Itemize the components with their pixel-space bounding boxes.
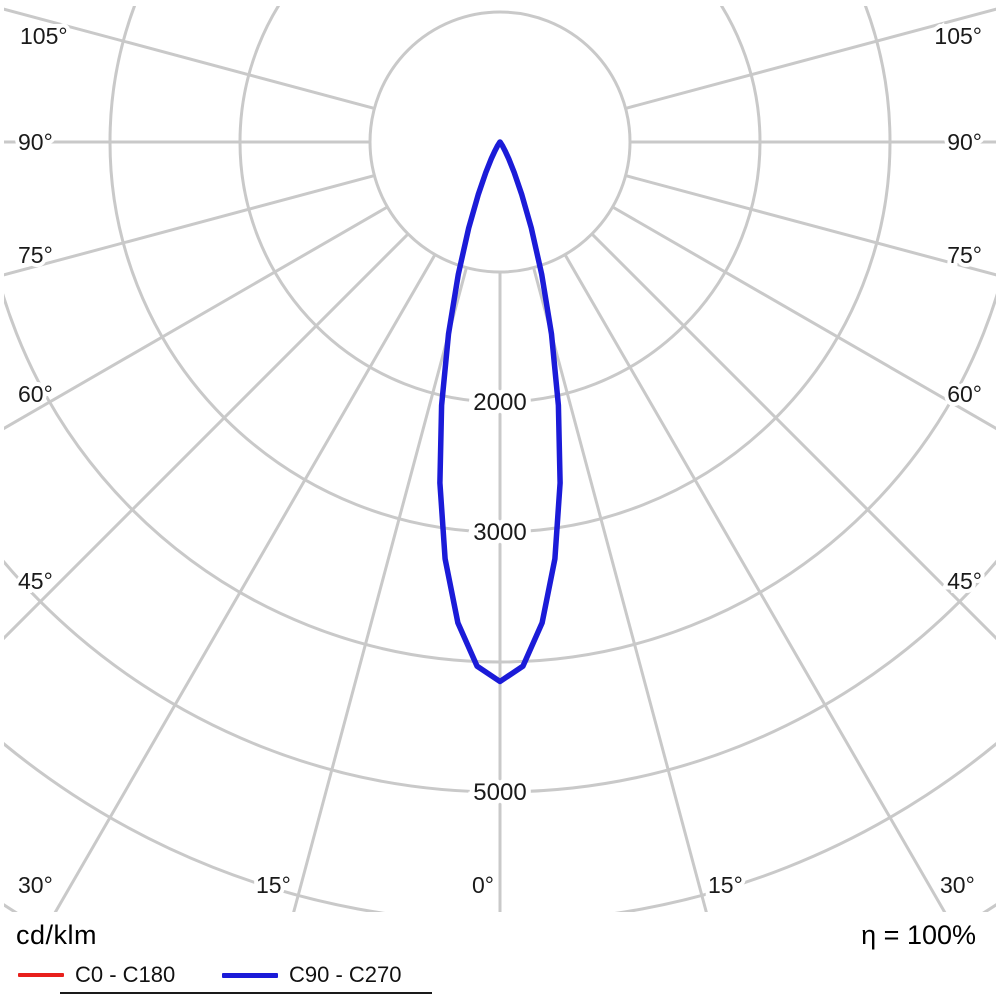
polar-grid: [4, 6, 996, 912]
ring-label: 2000: [473, 389, 526, 416]
angle-label: 105°: [934, 23, 982, 49]
angle-label: 75°: [18, 242, 53, 268]
angle-label: 60°: [947, 381, 982, 407]
grid-radial-line: [4, 205, 389, 431]
legend-label-c0-c180: C0 - C180: [75, 962, 176, 987]
legend-item-c0-c180: C0 - C180: [18, 962, 175, 988]
angle-label: 30°: [18, 872, 53, 898]
grid-radial-line: [292, 267, 468, 912]
angle-label: 30°: [940, 872, 975, 898]
grid-radial-line: [611, 205, 996, 431]
legend-underline: [60, 992, 432, 994]
angle-label: 15°: [708, 872, 743, 898]
c90-c270-line-swatch: [222, 972, 278, 978]
grid-radial-line: [625, 7, 996, 110]
grid-radial-line: [53, 253, 437, 912]
ring-labels: 2000 3000 5000: [468, 384, 531, 811]
ring-label: 5000: [473, 779, 526, 806]
angle-label: 60°: [18, 381, 53, 407]
grid-radial-line: [532, 267, 708, 912]
angle-label: 45°: [18, 568, 53, 594]
legend-item-c90-c270: C90 - C270: [222, 962, 402, 988]
grid-radial-line: [4, 7, 375, 110]
legend-label-c90-c270: C90 - C270: [289, 962, 402, 987]
grid-radial-line: [625, 174, 996, 277]
grid-radial-line: [4, 232, 410, 641]
chart-footer: cd/klm η = 100% C0 - C180 C90 - C270: [0, 912, 1000, 1000]
angle-label: 0°: [472, 872, 494, 898]
angle-label: 45°: [947, 568, 982, 594]
angle-label: 75°: [947, 242, 982, 268]
grid-radial-line: [590, 232, 996, 641]
grid-radial-line: [563, 253, 947, 912]
efficiency-label: η = 100%: [861, 920, 976, 950]
angle-label: 15°: [256, 872, 291, 898]
angle-label: 90°: [947, 129, 982, 155]
curve-c90-c270: [437, 139, 563, 685]
polar-chart: 2000 3000 5000 0° 15° 15° 30° 30° 45° 45° 60° 60° 75…: [4, 6, 996, 912]
angle-label: 90°: [18, 129, 53, 155]
ring-label: 3000: [473, 519, 526, 546]
angle-label: 105°: [20, 23, 68, 49]
grid-radial-line: [4, 174, 375, 277]
c0-c180-line-swatch: [18, 973, 64, 977]
unit-label: cd/klm: [16, 920, 98, 950]
angle-labels: 0° 15° 15° 30° 30° 45° 45° 60° 60° 75° 75° 90° 90° 10…: [14, 19, 986, 902]
